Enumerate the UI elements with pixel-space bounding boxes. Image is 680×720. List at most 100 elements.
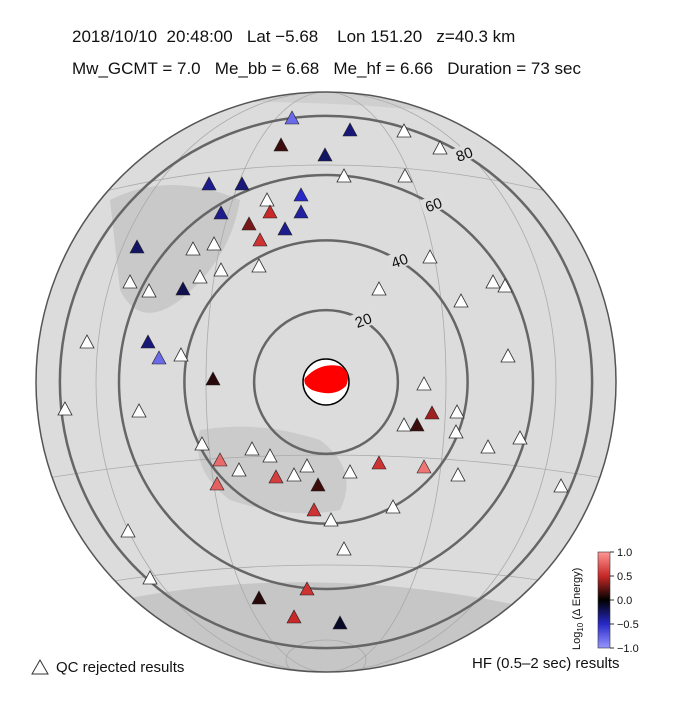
ring-label: 60 [423,195,444,217]
legend-symbol [31,658,49,675]
qc-rejected-station [497,278,513,293]
station [213,205,229,220]
qc-rejected-station [192,269,208,284]
qc-rejected-station [397,168,413,183]
qc-rejected-station [122,274,138,289]
distance-ring [117,173,535,591]
qc-rejected-station [57,401,73,416]
colorbar-tick-label: 0.5 [617,571,632,583]
legend-label: QC rejected results [56,659,184,676]
qc-rejected-station [120,523,136,538]
colorbar-tick-label: 0.0 [617,595,632,607]
qc-rejected-station [79,334,95,349]
header-line: 2018/10/10 20:48:00 Lat −5.68 Lon 151.20… [72,27,515,46]
colorbar-tick-label: 1.0 [617,547,632,559]
qc-rejected-station [336,541,352,556]
station [284,110,300,125]
station [212,452,228,467]
qc-rejected-station [231,462,247,477]
qc-rejected-station [342,464,358,479]
station [273,137,289,152]
qc-rejected-station [449,404,465,419]
station [277,221,293,236]
station [306,502,322,517]
station [129,239,145,254]
station [317,147,333,162]
station [310,477,326,492]
colorbar-title: Log10 (Δ Energy) [571,568,585,650]
qc-rejected-station [385,499,401,514]
qc-rejected-station [142,570,158,585]
qc-rejected-station [485,274,501,289]
distance-ring [58,114,594,650]
qc-rejected-station [194,436,210,451]
colorbar [597,551,611,649]
header-line: Mw_GCMT = 7.0 Me_bb = 6.68 Me_hf = 6.66 … [72,59,582,78]
station [251,590,267,605]
qc-rejected-station [213,262,229,277]
qc-rejected-station [262,448,278,463]
distance-ring [252,308,400,456]
colorbar-tick-label: −0.5 [617,619,639,631]
qc-rejected-station [500,348,516,363]
beachball [302,358,350,406]
station [342,122,358,137]
qc-rejected-station [453,293,469,308]
qc-rejected-station [450,467,466,482]
qc-rejected-station [371,281,387,296]
station [175,281,191,296]
qc-rejected-station [432,140,448,155]
station [234,176,250,191]
qc-rejected-station [512,430,528,445]
caption: HF (0.5–2 sec) results [472,655,620,672]
qc-rejected-station [396,417,412,432]
qc-rejected-station [286,467,302,482]
qc-rejected-station [259,192,275,207]
ring-label-bg [450,141,479,166]
station [241,216,257,231]
station [151,350,167,365]
ring-label: 40 [389,251,410,273]
colorbar-title-part: 10 [576,622,585,631]
qc-rejected-station [244,441,260,456]
station [205,371,221,386]
station [409,417,425,432]
qc-rejected-station [131,403,147,418]
station [262,204,278,219]
qc-rejected-station [422,249,438,264]
qc-rejected-station [396,123,412,138]
station [293,204,309,219]
ring-label: 80 [454,144,475,166]
station [268,469,284,484]
ring-label-bg [349,307,378,332]
qc-rejected-station [448,424,464,439]
station [140,334,156,349]
map-border [35,91,617,673]
station [332,615,348,630]
qc-rejected-station [336,168,352,183]
station [286,609,302,624]
qc-rejected-station [553,478,569,493]
qc-rejected-station [141,283,157,298]
ring-label-bg [385,248,414,272]
station [252,232,268,247]
qc-rejected-station [480,439,496,454]
qc-rejected-station [206,236,222,251]
station [299,581,315,596]
qc-rejected-station [299,458,315,473]
ring-label-bg [419,192,448,216]
qc-rejected-station [251,258,267,273]
qc-rejected-station [416,376,432,391]
qc-rejected-station [185,241,201,256]
station [209,476,225,491]
station [424,405,440,420]
station [201,176,217,191]
station [416,459,432,474]
qc-rejected-station [323,512,339,527]
colorbar-title-part: Log [571,632,583,650]
colorbar-title-part: (Δ Energy) [571,568,583,623]
qc-rejected-station [173,347,189,362]
ring-label: 20 [353,310,374,332]
station [371,455,387,470]
